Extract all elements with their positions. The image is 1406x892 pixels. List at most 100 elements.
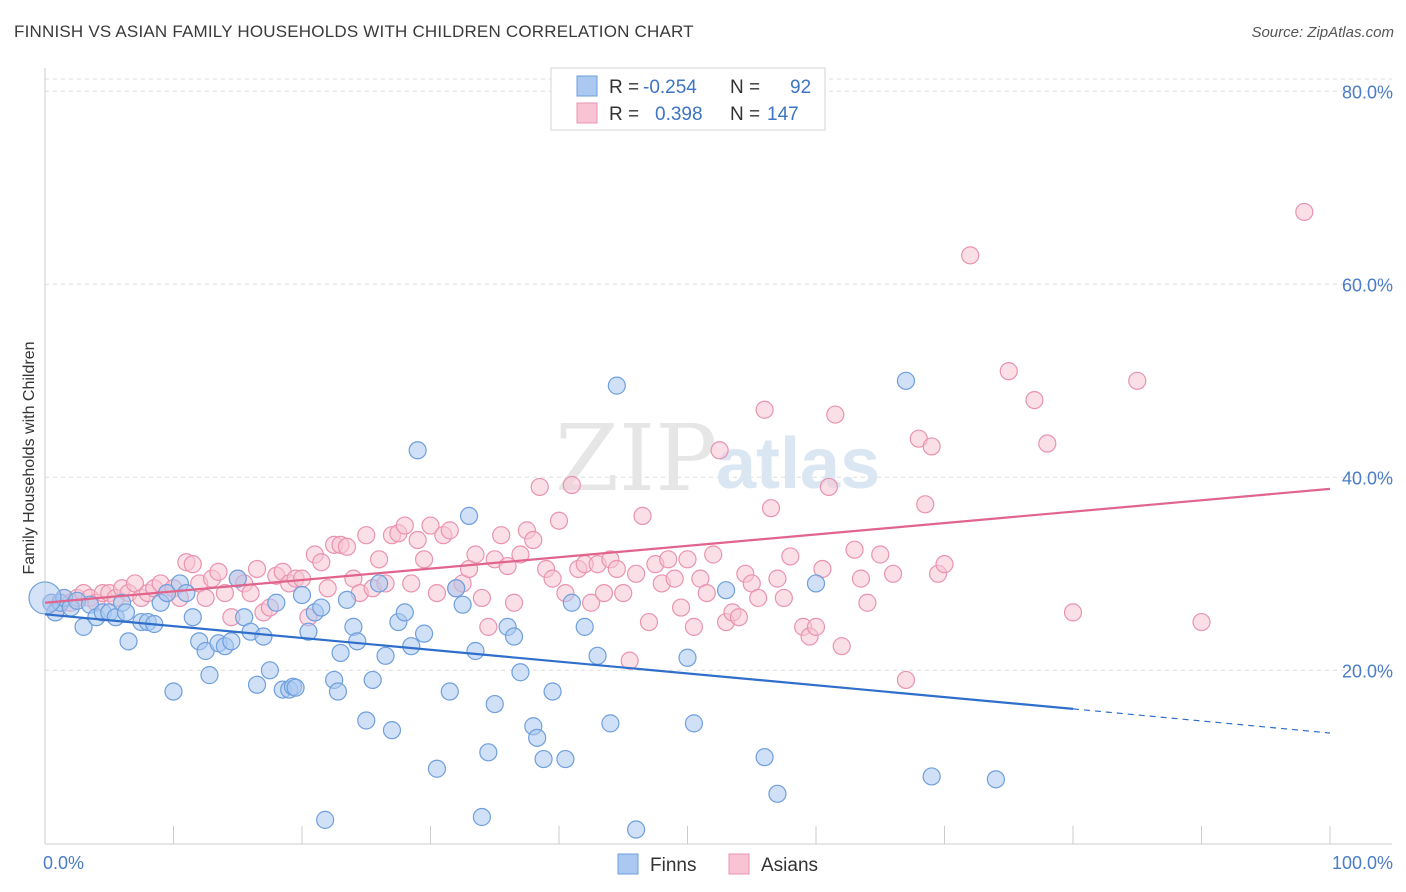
finns-point	[479, 743, 498, 762]
finns-point	[528, 728, 547, 747]
asians-point	[504, 593, 524, 612]
finns-point	[395, 603, 414, 622]
legend-asians-n-label: N =	[730, 104, 760, 125]
finns-point	[292, 585, 312, 605]
asians-point	[408, 530, 427, 550]
asians-point	[440, 521, 459, 540]
asians-point	[196, 588, 215, 608]
x-tick-label: 100.0%	[1332, 853, 1393, 873]
finns-point	[28, 581, 62, 615]
asians-point	[1192, 612, 1211, 632]
asians-point	[755, 400, 774, 419]
finns-point	[228, 569, 247, 588]
finns-point	[363, 670, 382, 690]
asians-point	[710, 441, 729, 460]
asians-point	[337, 537, 357, 556]
finns-point	[511, 663, 530, 682]
finns-point	[466, 641, 485, 661]
finns-point	[164, 682, 183, 701]
asians-point	[402, 574, 421, 593]
finns-point	[267, 593, 286, 612]
finns-point	[806, 574, 826, 593]
finns-point	[299, 622, 318, 641]
finns-point	[607, 376, 626, 395]
finns-point	[370, 574, 389, 593]
finns-point	[453, 595, 472, 614]
watermark-zip: ZIP	[555, 405, 717, 512]
finns-point	[119, 632, 138, 651]
asians-point	[1295, 202, 1314, 222]
axes	[44, 68, 1392, 845]
finns-point	[260, 661, 279, 680]
finns-point	[177, 583, 196, 603]
x-tick-label: 0.0%	[43, 853, 84, 873]
asians-point	[916, 495, 935, 514]
finns-point	[247, 675, 267, 694]
asians-point	[524, 530, 543, 550]
asians-point	[1128, 371, 1147, 390]
finns-point	[328, 682, 348, 701]
finns-point	[382, 721, 402, 740]
finns-point	[575, 617, 594, 636]
bottom-legend-asians-swatch	[728, 853, 750, 875]
asians-point	[511, 545, 530, 564]
finns-point	[427, 759, 447, 778]
asians-point	[697, 583, 716, 603]
asians-point	[370, 550, 389, 569]
asians-point	[851, 569, 871, 588]
finns-point	[116, 603, 136, 622]
bottom-legend-finns-label: Finns	[650, 855, 696, 876]
asians-point	[781, 547, 800, 566]
asians-point	[1025, 391, 1044, 410]
legend-finns-r-value: -0.254	[643, 77, 697, 98]
finns-point	[543, 682, 562, 701]
source-label: Source: ZipAtlas.com	[1251, 24, 1394, 41]
finns-point	[678, 648, 697, 667]
asians-point	[999, 362, 1018, 381]
finns-point	[684, 714, 704, 733]
asians-point	[626, 564, 646, 583]
asians-point	[530, 477, 549, 497]
finns-point	[376, 646, 395, 665]
legend-finns-n-value: 92	[790, 77, 811, 98]
finns-point	[331, 643, 350, 663]
asians-point	[241, 583, 260, 603]
asians-point	[479, 617, 498, 636]
asians-point	[543, 569, 562, 588]
finns-point	[459, 506, 479, 526]
trend-lines	[44, 487, 1331, 734]
asians-point	[704, 545, 723, 564]
finns-point	[562, 593, 581, 612]
asians-point	[883, 564, 903, 583]
asians-point	[466, 545, 485, 564]
finns-point	[601, 714, 620, 733]
legend-asians-r-label: R =	[609, 104, 639, 125]
finns-point	[986, 770, 1006, 789]
finns-point	[504, 627, 524, 646]
asians-point	[492, 526, 511, 545]
asians-point	[318, 579, 337, 598]
top-legend: R = -0.254 N = 92 R = 0.398 N = 147	[550, 67, 826, 131]
asians-point	[582, 593, 601, 612]
asians-point	[421, 516, 440, 535]
y-tick-labels: 20.0% 40.0% 60.0% 80.0%	[1342, 82, 1393, 681]
asians-point	[312, 553, 331, 572]
chart-title: FINNISH VS ASIAN FAMILY HOUSEHOLDS WITH …	[14, 22, 694, 41]
finns-point	[183, 608, 202, 627]
asians-point	[357, 526, 376, 545]
asians-point	[896, 670, 916, 690]
asians-trend-line	[44, 487, 1331, 604]
asians-point	[247, 559, 267, 579]
asians-point	[594, 583, 614, 603]
finns-point	[440, 682, 459, 701]
asians-point	[671, 598, 691, 617]
asians-point	[665, 569, 684, 588]
finns-point	[222, 632, 241, 651]
asians-point	[729, 608, 749, 627]
x-tick-labels: 0.0% 100.0%	[43, 853, 1393, 873]
y-tick-label: 60.0%	[1342, 275, 1393, 295]
finns-point	[447, 579, 466, 598]
finns-point	[472, 807, 491, 827]
asians-point	[562, 475, 581, 495]
asians-point	[607, 559, 626, 579]
